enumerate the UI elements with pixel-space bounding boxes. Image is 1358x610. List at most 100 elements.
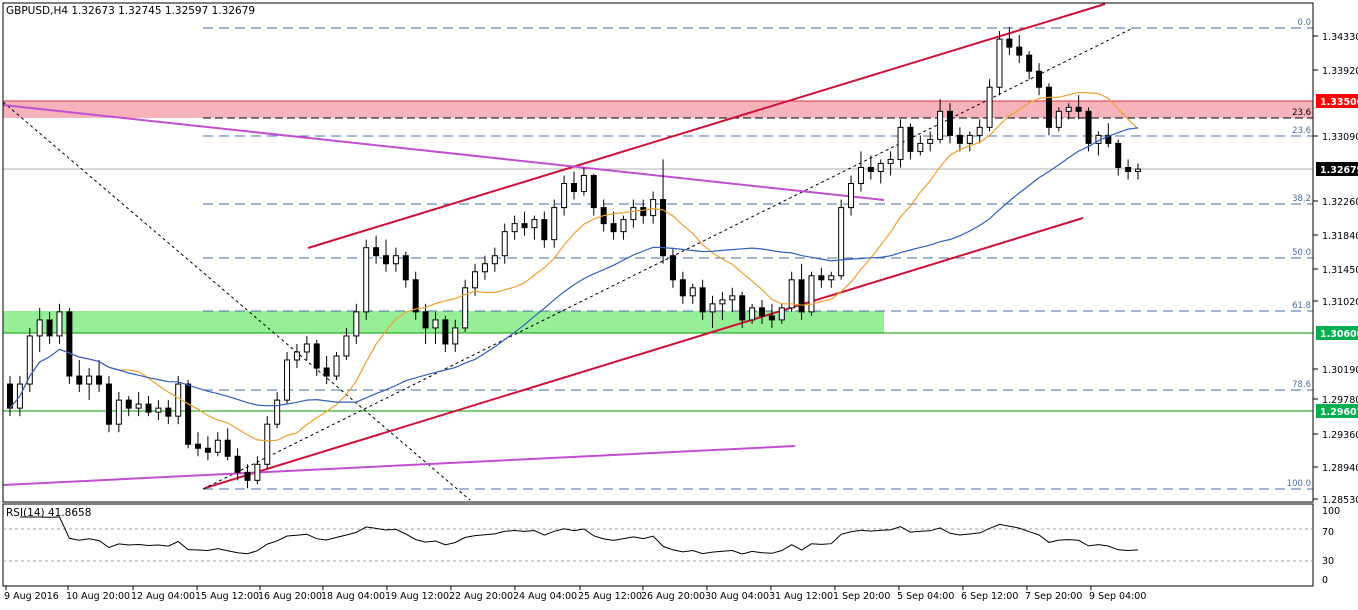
candle-body [976, 126, 983, 136]
moving-average-fast [9, 91, 1139, 442]
candle [392, 247, 399, 272]
candle [1105, 123, 1112, 148]
rsi-panel[interactable]: 100 70 30 0 [3, 506, 1340, 586]
candle-body [571, 183, 577, 193]
candle-body [867, 166, 874, 172]
candle [383, 239, 389, 272]
candle [778, 303, 785, 324]
price-tick-label: 1.29780 [1322, 395, 1358, 406]
diagonal-dotted-line [2, 101, 471, 501]
candle-body [7, 383, 13, 409]
candle [353, 303, 360, 344]
price-tick-label: 1.33090 [1322, 132, 1358, 143]
candle [1036, 63, 1043, 96]
candle-body [838, 207, 845, 277]
price-tick-label: 1.31020 [1322, 297, 1358, 308]
candle [669, 247, 676, 288]
price-tick-label: 1.30190 [1322, 365, 1358, 376]
candle [1016, 35, 1023, 64]
time-tick-label: 25 Aug 12:00 [578, 591, 642, 602]
candle [808, 271, 815, 316]
candle [76, 360, 83, 393]
candle-body [1045, 86, 1052, 128]
channel-upper-line [307, 3, 1106, 249]
candle [521, 211, 528, 236]
candle [679, 271, 686, 304]
time-tick-label: 12 Aug 04:00 [131, 591, 195, 602]
candle-body [1016, 46, 1023, 56]
candle-body [313, 343, 320, 369]
candle-body [96, 375, 103, 385]
candle [640, 199, 647, 224]
candle [293, 343, 300, 369]
candle-body [848, 183, 855, 209]
candle-body [907, 126, 914, 152]
candle-body [778, 307, 785, 321]
candle-body [343, 335, 350, 357]
time-axis[interactable]: 9 Aug 2016 10 Aug 20:00 12 Aug 04:00 15 Aug… [4, 586, 1146, 602]
candle [1115, 139, 1122, 176]
candle [937, 99, 944, 144]
candle-body [759, 307, 765, 317]
candle [1135, 163, 1141, 180]
candle [452, 319, 459, 352]
candle [719, 291, 726, 320]
candle-body [679, 279, 686, 297]
candle-body [125, 399, 132, 409]
candle-body [412, 279, 419, 313]
candle-body [452, 327, 459, 345]
candle-body [798, 279, 805, 313]
candle-body [729, 295, 736, 301]
candle [86, 368, 93, 401]
price-tag-label: 1.29607 [1320, 407, 1358, 418]
candle-body [234, 455, 241, 473]
candle [828, 271, 835, 288]
candle-body [857, 166, 864, 185]
candle-body [986, 86, 993, 128]
candle [224, 428, 231, 461]
candle [818, 267, 825, 288]
candle-body [333, 355, 340, 377]
price-axis[interactable]: 1.34330 1.33920 1.33090 1.32260 1.31840 1.314… [1313, 32, 1358, 506]
candle-body [1075, 106, 1082, 112]
candle [373, 235, 380, 264]
candle-body [689, 287, 696, 297]
candle [214, 432, 221, 457]
price-tag-bg [1316, 94, 1358, 108]
rsi-plot-border [2, 503, 1314, 587]
candle-body [383, 255, 389, 265]
candle [274, 392, 281, 429]
candle [56, 303, 63, 344]
candle-body [1036, 70, 1043, 88]
zones-layer [3, 100, 1313, 412]
price-tick-label: 1.31840 [1322, 231, 1358, 242]
candle-body [511, 223, 518, 233]
candle-body [590, 174, 597, 209]
candle-body [422, 311, 429, 329]
candle [1045, 83, 1052, 136]
candle-body [531, 219, 538, 229]
candle-body [46, 319, 53, 337]
candle [7, 376, 13, 417]
candle [422, 303, 429, 344]
candle-body [76, 375, 83, 385]
price-tag-bg [1316, 326, 1358, 340]
candle-body [669, 255, 676, 281]
candle [303, 335, 310, 361]
candle-body [1115, 142, 1122, 168]
moving-averages-layer [9, 91, 1139, 442]
candle [402, 251, 409, 288]
candle [917, 135, 924, 156]
candle [481, 255, 488, 280]
candle-body [1026, 54, 1033, 72]
candle-body [105, 383, 112, 425]
candle [887, 151, 894, 176]
candle-body [86, 375, 93, 385]
candle-body [521, 223, 528, 229]
candle [709, 295, 716, 328]
candle-body [1135, 168, 1141, 172]
candle-body [788, 279, 795, 309]
candle-body [303, 343, 310, 353]
